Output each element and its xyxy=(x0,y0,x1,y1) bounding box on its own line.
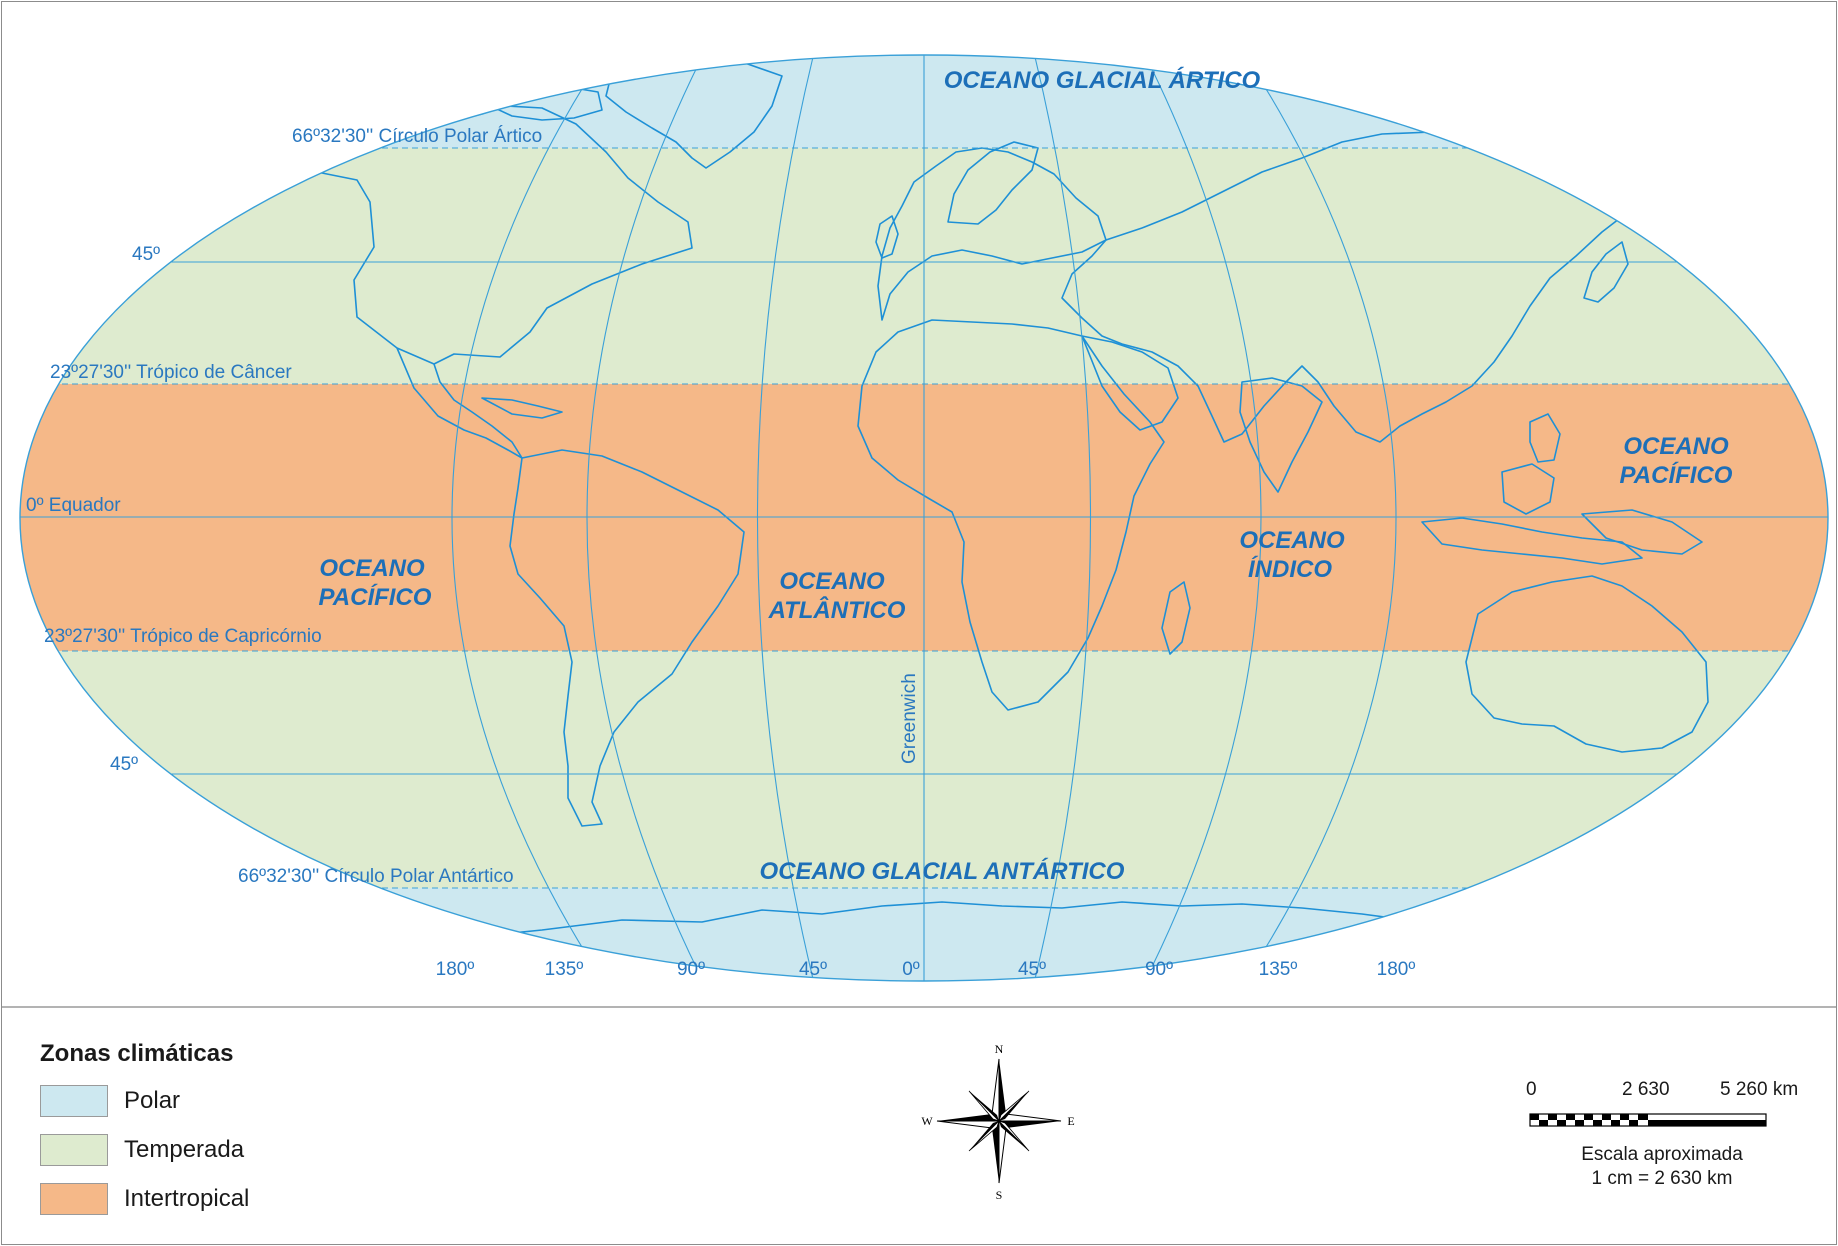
longitude-label: 135º xyxy=(545,959,584,980)
antarctic-circle-label: 66º32'30'' Círculo Polar Antártico xyxy=(238,866,514,887)
scale-caption-line1: Escala aproximada xyxy=(1581,1144,1743,1165)
longitude-label: 90º xyxy=(1145,959,1173,980)
legend-swatch-intertropical xyxy=(40,1183,108,1215)
japan-outline xyxy=(1583,241,1629,303)
longitude-label: 180º xyxy=(436,959,475,980)
compass-s: S xyxy=(996,1188,1003,1202)
ocean-indian-label-1: OCEANO xyxy=(1239,527,1345,554)
temperate-zone-north xyxy=(20,148,1828,384)
ocean-pacific-east-label-2: PACÍFICO xyxy=(1620,461,1733,489)
madagascar-outline xyxy=(1161,581,1191,655)
longitude-label: 45º xyxy=(1018,959,1046,980)
longitude-label: 135º xyxy=(1259,959,1298,980)
asia-outline xyxy=(1061,131,1643,443)
legend-swatch-polar xyxy=(40,1085,108,1117)
tropic-capricorn-label: 23º27'30'' Trópico de Capricórnio xyxy=(44,626,322,647)
ocean-pacific-west-label-2: PACÍFICO xyxy=(319,583,432,611)
compass-star-icon xyxy=(936,1058,1062,1184)
longitude-label: 90º xyxy=(677,959,705,980)
europe-outline xyxy=(877,147,1107,321)
equator-label: 0º Equador xyxy=(26,495,121,516)
meridian-45w xyxy=(757,56,814,980)
scale-tick-1: 2 630 xyxy=(1622,1079,1670,1100)
scale-caption-line2: 1 cm = 2 630 km xyxy=(1591,1168,1733,1189)
british-isles-outline xyxy=(875,215,899,259)
meridian-90e xyxy=(1145,56,1262,980)
legend-title: Zonas climáticas xyxy=(40,1040,234,1067)
longitude-label: 0º xyxy=(902,959,920,980)
scale-caption: Escala aproximada 1 cm = 2 630 km xyxy=(1512,1143,1812,1191)
compass-w: W xyxy=(921,1114,933,1128)
parallel-45n-label: 45º xyxy=(132,244,160,265)
tropic-cancer-label: 23º27'30'' Trópico de Câncer xyxy=(50,362,292,383)
ocean-indian-label-2: ÍNDICO xyxy=(1248,555,1332,583)
longitude-label: 180º xyxy=(1377,959,1416,980)
ocean-atlantic-label-1: OCEANO xyxy=(779,568,885,595)
scale-tick-2: 5 260 km xyxy=(1720,1079,1799,1100)
greenwich-label: Greenwich xyxy=(899,673,920,764)
meridian-45e xyxy=(1034,56,1091,980)
ocean-pacific-west-label-1: OCEANO xyxy=(319,555,425,582)
legend: Zonas climáticas Polar Temperada Intertr… xyxy=(40,1040,249,1231)
climate-zones xyxy=(20,55,1828,981)
legend-label-temperate: Temperada xyxy=(124,1136,245,1163)
ocean-pacific-east-label-1: OCEANO xyxy=(1623,433,1729,460)
south-america-outline xyxy=(509,449,745,827)
compass-rose: N S E W xyxy=(921,1042,1074,1202)
philippines-outline xyxy=(1529,413,1561,463)
meridian-135w xyxy=(451,56,603,980)
ocean-arctic-label: OCEANO GLACIAL ÁRTICO xyxy=(944,66,1261,94)
meridian-90w xyxy=(586,56,703,980)
caribbean-outline xyxy=(481,397,563,419)
australia-outline xyxy=(1465,575,1709,753)
map-oval-border xyxy=(19,54,1829,982)
legend-label-intertropical: Intertropical xyxy=(124,1185,250,1212)
indonesia-outline xyxy=(1421,517,1643,565)
new-guinea-outline xyxy=(1581,509,1703,555)
compass-n: N xyxy=(995,1042,1004,1056)
legend-item-polar: Polar xyxy=(40,1084,249,1118)
legend-swatch-temperate xyxy=(40,1134,108,1166)
new-zealand-outline xyxy=(1743,711,1781,767)
arabia-outline xyxy=(1081,335,1179,431)
scale-bar xyxy=(1529,1113,1767,1127)
ocean-antarctic-label: OCEANO GLACIAL ANTÁRTICO xyxy=(760,857,1125,885)
arctic-circle-label: 66º32'30'' Círculo Polar Ártico xyxy=(292,126,542,147)
polar-zone-north xyxy=(20,55,1828,148)
meridian-135e xyxy=(1245,56,1397,980)
scandinavia-outline xyxy=(947,141,1039,225)
parallel-45s-label: 45º xyxy=(110,754,138,775)
legend-item-temperate: Temperada xyxy=(40,1133,249,1167)
longitude-labels: 180º 135º 90º 45º 0º 45º 90º 135º 180º xyxy=(436,959,1416,980)
legend-item-intertropical: Intertropical xyxy=(40,1182,249,1216)
ocean-atlantic-label-2: ATLÂNTICO xyxy=(768,596,906,624)
legend-label-polar: Polar xyxy=(124,1087,181,1114)
india-outline xyxy=(1239,377,1323,493)
longitude-label: 45º xyxy=(799,959,827,980)
compass-e: E xyxy=(1067,1114,1074,1128)
borneo-outline xyxy=(1501,463,1555,515)
scale-tick-0: 0 xyxy=(1526,1079,1537,1100)
